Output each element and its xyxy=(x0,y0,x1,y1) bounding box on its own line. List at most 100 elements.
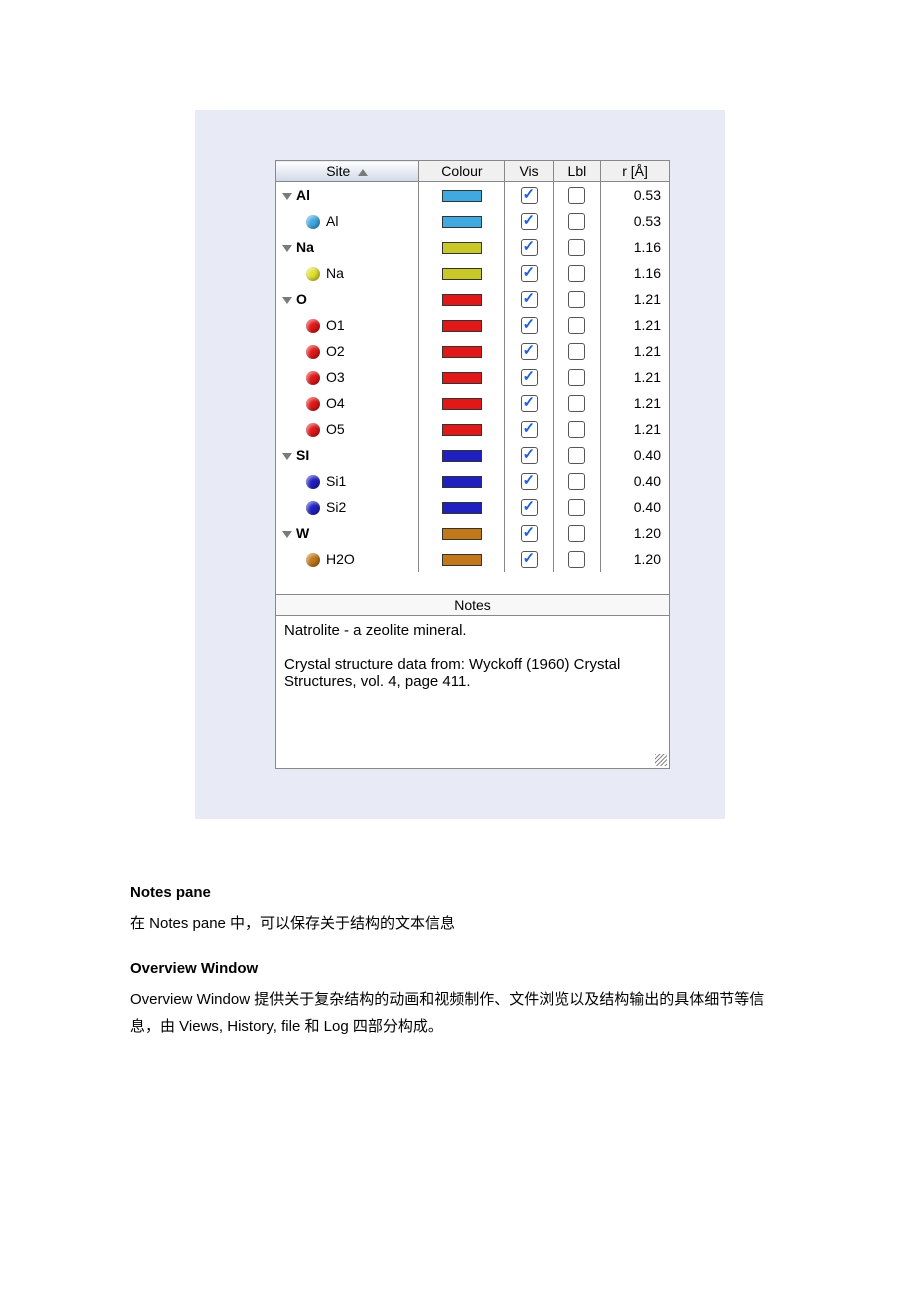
radius-cell[interactable]: 1.16 xyxy=(601,260,670,286)
expand-caret-icon[interactable] xyxy=(282,531,292,538)
vis-checkbox[interactable] xyxy=(521,291,538,308)
colour-cell[interactable] xyxy=(419,364,505,390)
radius-cell[interactable]: 1.21 xyxy=(601,390,670,416)
radius-cell[interactable]: 1.21 xyxy=(601,286,670,312)
colour-cell[interactable] xyxy=(419,182,505,209)
table-row[interactable]: O4 1.21 xyxy=(276,390,670,416)
colour-cell[interactable] xyxy=(419,338,505,364)
colour-swatch[interactable] xyxy=(442,320,482,332)
table-row[interactable]: H2O 1.20 xyxy=(276,546,670,572)
colour-swatch[interactable] xyxy=(442,268,482,280)
vis-checkbox[interactable] xyxy=(521,499,538,516)
expand-caret-icon[interactable] xyxy=(282,193,292,200)
site-cell[interactable]: Na xyxy=(276,234,419,260)
site-cell[interactable]: Si2 xyxy=(276,494,419,520)
vis-checkbox[interactable] xyxy=(521,239,538,256)
table-row[interactable]: W 1.20 xyxy=(276,520,670,546)
colour-swatch[interactable] xyxy=(442,424,482,436)
lbl-checkbox[interactable] xyxy=(568,499,585,516)
lbl-checkbox[interactable] xyxy=(568,473,585,490)
site-cell[interactable]: O3 xyxy=(276,364,419,390)
site-cell[interactable]: Al xyxy=(276,182,419,209)
colour-cell[interactable] xyxy=(419,390,505,416)
table-row[interactable]: Si10.40 xyxy=(276,468,670,494)
site-cell[interactable]: O5 xyxy=(276,416,419,442)
radius-cell[interactable]: 1.21 xyxy=(601,364,670,390)
expand-caret-icon[interactable] xyxy=(282,245,292,252)
vis-checkbox[interactable] xyxy=(521,395,538,412)
site-cell[interactable]: O4 xyxy=(276,390,419,416)
lbl-checkbox[interactable] xyxy=(568,291,585,308)
colour-swatch[interactable] xyxy=(442,450,482,462)
radius-cell[interactable]: 0.53 xyxy=(601,208,670,234)
col-lbl[interactable]: Lbl xyxy=(553,161,600,182)
radius-cell[interactable]: 1.20 xyxy=(601,546,670,572)
lbl-checkbox[interactable] xyxy=(568,213,585,230)
table-row[interactable]: Na 1.16 xyxy=(276,260,670,286)
lbl-checkbox[interactable] xyxy=(568,187,585,204)
col-site[interactable]: Site xyxy=(276,161,419,182)
lbl-checkbox[interactable] xyxy=(568,317,585,334)
vis-checkbox[interactable] xyxy=(521,551,538,568)
site-cell[interactable]: W xyxy=(276,520,419,546)
colour-cell[interactable] xyxy=(419,208,505,234)
colour-swatch[interactable] xyxy=(442,190,482,202)
colour-cell[interactable] xyxy=(419,260,505,286)
col-colour[interactable]: Colour xyxy=(419,161,505,182)
radius-cell[interactable]: 0.40 xyxy=(601,442,670,468)
colour-swatch[interactable] xyxy=(442,346,482,358)
site-cell[interactable]: H2O xyxy=(276,546,419,572)
colour-swatch[interactable] xyxy=(442,554,482,566)
colour-cell[interactable] xyxy=(419,416,505,442)
col-vis[interactable]: Vis xyxy=(505,161,553,182)
vis-checkbox[interactable] xyxy=(521,343,538,360)
lbl-checkbox[interactable] xyxy=(568,343,585,360)
expand-caret-icon[interactable] xyxy=(282,453,292,460)
vis-checkbox[interactable] xyxy=(521,473,538,490)
colour-swatch[interactable] xyxy=(442,476,482,488)
site-cell[interactable]: SI xyxy=(276,442,419,468)
site-cell[interactable]: O2 xyxy=(276,338,419,364)
vis-checkbox[interactable] xyxy=(521,525,538,542)
site-cell[interactable]: Na xyxy=(276,260,419,286)
colour-cell[interactable] xyxy=(419,312,505,338)
radius-cell[interactable]: 0.53 xyxy=(601,182,670,209)
colour-swatch[interactable] xyxy=(442,216,482,228)
site-cell[interactable]: O xyxy=(276,286,419,312)
vis-checkbox[interactable] xyxy=(521,213,538,230)
colour-swatch[interactable] xyxy=(442,398,482,410)
colour-swatch[interactable] xyxy=(442,294,482,306)
colour-cell[interactable] xyxy=(419,468,505,494)
col-r[interactable]: r [Å] xyxy=(601,161,670,182)
colour-cell[interactable] xyxy=(419,286,505,312)
vis-checkbox[interactable] xyxy=(521,421,538,438)
site-cell[interactable]: O1 xyxy=(276,312,419,338)
colour-cell[interactable] xyxy=(419,494,505,520)
radius-cell[interactable]: 1.16 xyxy=(601,234,670,260)
colour-swatch[interactable] xyxy=(442,242,482,254)
vis-checkbox[interactable] xyxy=(521,369,538,386)
vis-checkbox[interactable] xyxy=(521,447,538,464)
radius-cell[interactable]: 1.20 xyxy=(601,520,670,546)
notes-textarea[interactable]: Natrolite - a zeolite mineral. Crystal s… xyxy=(275,616,670,769)
colour-cell[interactable] xyxy=(419,234,505,260)
table-row[interactable]: O51.21 xyxy=(276,416,670,442)
colour-swatch[interactable] xyxy=(442,502,482,514)
table-row[interactable]: Al 0.53 xyxy=(276,208,670,234)
table-row[interactable]: O11.21 xyxy=(276,312,670,338)
table-row[interactable]: Na 1.16 xyxy=(276,234,670,260)
radius-cell[interactable]: 0.40 xyxy=(601,494,670,520)
site-cell[interactable]: Al xyxy=(276,208,419,234)
vis-checkbox[interactable] xyxy=(521,317,538,334)
colour-swatch[interactable] xyxy=(442,372,482,384)
vis-checkbox[interactable] xyxy=(521,187,538,204)
lbl-checkbox[interactable] xyxy=(568,447,585,464)
site-cell[interactable]: Si1 xyxy=(276,468,419,494)
table-row[interactable]: Al 0.53 xyxy=(276,182,670,209)
colour-swatch[interactable] xyxy=(442,528,482,540)
lbl-checkbox[interactable] xyxy=(568,395,585,412)
lbl-checkbox[interactable] xyxy=(568,239,585,256)
table-row[interactable]: SI 0.40 xyxy=(276,442,670,468)
lbl-checkbox[interactable] xyxy=(568,265,585,282)
lbl-checkbox[interactable] xyxy=(568,421,585,438)
